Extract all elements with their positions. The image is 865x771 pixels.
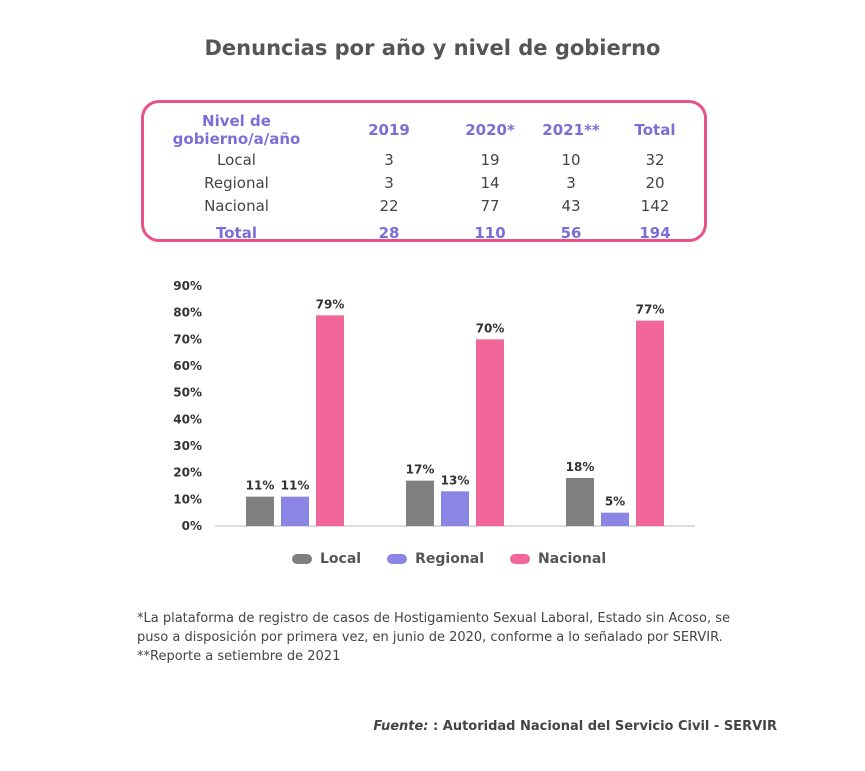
table-header-cell: 2020* [465, 121, 515, 139]
bar-nacional [636, 320, 664, 526]
table-cell: 77 [480, 196, 500, 215]
source-label: Fuente: [373, 719, 434, 734]
table-cell: 32 [645, 150, 665, 169]
data-label: 18% [566, 460, 595, 474]
data-label: 5% [605, 495, 625, 509]
bar-local [406, 480, 434, 526]
y-tick-label: 70% [173, 332, 202, 346]
table-cell: Nacional [204, 196, 269, 215]
table-header-cell: 2021** [542, 121, 600, 139]
page-title: Denuncias por año y nivel de gobierno [204, 36, 661, 60]
footnote-line: puso a disposición por primera vez, en j… [137, 630, 723, 645]
legend-label: Local [320, 551, 362, 567]
y-tick-label: 30% [173, 439, 202, 453]
table-total-cell: 28 [378, 224, 400, 242]
data-label: 11% [246, 479, 275, 493]
table-cell: 3 [384, 150, 394, 169]
y-tick-label: 0% [182, 519, 202, 533]
table-cell: 142 [640, 196, 670, 215]
bar-local [566, 478, 594, 526]
data-label: 11% [281, 479, 310, 493]
table-cell: 3 [384, 173, 394, 192]
y-tick-label: 40% [173, 412, 202, 426]
legend-label: Regional [415, 551, 485, 567]
legend-item-nacional: Nacional [510, 551, 606, 567]
table-total-cell: Total [216, 224, 257, 242]
source-credit: Fuente: : Autoridad Nacional del Servici… [373, 719, 777, 734]
bar-local [246, 496, 274, 526]
y-tick-label: 20% [173, 466, 202, 480]
legend-item-local: Local [292, 551, 361, 567]
legend-swatch-regional [387, 554, 408, 564]
table-cell: 14 [480, 173, 500, 192]
bar-nacional [316, 315, 344, 526]
table-cell: Local [217, 150, 256, 169]
data-label: 77% [636, 303, 665, 317]
data-label: 79% [316, 297, 345, 311]
data-label: 70% [476, 321, 505, 335]
bar-chart: 0% 10% 20% 30% 40% 50% 60% 70% 80% 90% 11% 11% 79% 17… [173, 279, 695, 533]
table-cell: Regional [204, 173, 269, 192]
table-row: Local 3 19 10 32 [149, 148, 694, 171]
y-tick-label: 10% [173, 492, 202, 506]
y-tick-label: 60% [173, 359, 202, 373]
table-header-cell: Nivel de gobierno/a/año [172, 112, 301, 148]
y-tick-label: 50% [173, 386, 202, 400]
legend-swatch-nacional [510, 554, 531, 564]
table-cell: 10 [561, 150, 581, 169]
table-cell: 43 [561, 196, 581, 215]
legend-swatch-local [292, 554, 312, 564]
table-row: Regional 3 14 3 20 [149, 171, 694, 194]
chart-legend: Local Regional Nacional [292, 551, 606, 567]
table-row: Nacional 22 77 43 142 [149, 194, 694, 217]
table-cell: 3 [566, 173, 576, 192]
table-cell: 20 [645, 173, 665, 192]
bar-regional [601, 512, 629, 526]
data-label: 13% [441, 473, 470, 487]
table-cell: 22 [379, 196, 399, 215]
data-label: 17% [406, 463, 435, 477]
table-header-row: Nivel de gobierno/a/año 2019 2020* 2021*… [149, 112, 694, 148]
bar-regional [441, 491, 469, 526]
table-total-row: Total 28 110 56 194 [149, 217, 694, 249]
table-total-cell: 56 [560, 224, 582, 242]
source-text: : Autoridad Nacional del Servicio Civil … [433, 719, 777, 734]
table-total-cell: 194 [639, 224, 671, 242]
y-tick-label: 90% [173, 279, 202, 293]
table-header-cell: Total [634, 121, 676, 139]
table-frame [141, 100, 707, 242]
table-total-cell: 110 [474, 224, 506, 242]
bar-regional [281, 496, 309, 526]
footnote-line: *La plataforma de registro de casos de H… [137, 611, 731, 626]
y-tick-label: 80% [173, 306, 202, 320]
footnote-line: **Reporte a setiembre de 2021 [137, 649, 341, 664]
bar-nacional [476, 339, 504, 526]
table-cell: 19 [480, 150, 500, 169]
legend-item-regional: Regional [387, 551, 484, 567]
data-table: Nivel de gobierno/a/año 2019 2020* 2021*… [149, 112, 694, 249]
table-header-cell: 2019 [368, 121, 410, 139]
legend-label: Nacional [538, 551, 607, 567]
